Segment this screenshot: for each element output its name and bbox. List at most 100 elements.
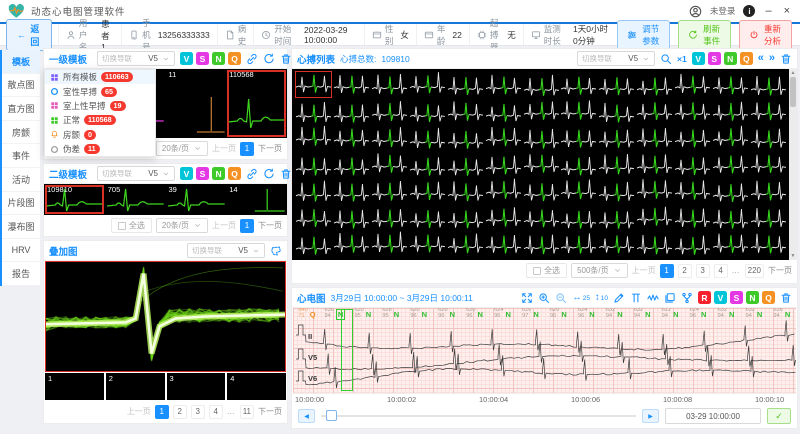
beat-thumbnail[interactable] <box>523 151 560 178</box>
beat-thumbnail[interactable] <box>712 98 749 125</box>
beat-thumbnail[interactable] <box>371 230 408 257</box>
template-thumbnail[interactable]: 705 <box>105 184 166 215</box>
beat-annotation[interactable]: 62496N <box>489 308 517 320</box>
template-thumbnail[interactable]: 11 <box>166 69 227 138</box>
beat-thumbnail[interactable] <box>447 71 484 98</box>
pencil-icon[interactable] <box>613 292 625 304</box>
beat-thumbnail[interactable] <box>636 204 673 231</box>
sidebar-item-模板[interactable]: 模板 <box>2 50 40 74</box>
page-button-11[interactable]: 11 <box>240 405 254 419</box>
jump-time-input[interactable] <box>665 408 761 424</box>
adjust-params-button[interactable]: 调节参数 <box>617 20 670 50</box>
close-button[interactable]: × <box>782 6 792 17</box>
beat-thumbnail[interactable] <box>636 177 673 204</box>
beat-thumbnail[interactable] <box>333 230 370 257</box>
beat-annotation[interactable]: 62095N <box>349 308 377 320</box>
page-button-3[interactable]: 3 <box>191 405 205 419</box>
beat-thumbnail[interactable] <box>674 177 711 204</box>
type-q-button[interactable]: Q <box>228 52 241 65</box>
type-s-button[interactable]: S <box>730 291 743 304</box>
type-n-button[interactable]: N <box>212 167 225 180</box>
filter-menu-item[interactable]: 所有模板110663 <box>45 70 155 84</box>
beat-thumbnail[interactable] <box>409 151 446 178</box>
page-size-select[interactable]: 500条/页 <box>571 263 628 278</box>
template-thumbnail[interactable]: 39 <box>166 184 227 215</box>
next-page-button[interactable]: 下一页 <box>768 265 792 276</box>
beat-annotation[interactable]: 63294N <box>628 308 656 320</box>
link-icon[interactable] <box>246 53 258 65</box>
reanalyze-button[interactable]: 重新分析 <box>739 20 792 50</box>
beat-thumbnail[interactable] <box>485 177 522 204</box>
sidebar-item-HRV[interactable]: HRV <box>2 239 40 263</box>
beat-thumbnail[interactable] <box>750 151 787 178</box>
beat-thumbnail[interactable] <box>295 124 332 151</box>
page-right-icon[interactable]: » <box>769 53 775 64</box>
prev-page-button[interactable]: 上一页 <box>212 143 236 154</box>
beat-thumbnail[interactable] <box>523 230 560 257</box>
v-scale-control[interactable]: ↕10 <box>595 293 608 303</box>
beat-thumbnail[interactable] <box>295 71 332 98</box>
type-s-button[interactable]: S <box>196 52 209 65</box>
beat-thumbnail[interactable] <box>560 151 597 178</box>
filter-menu-item[interactable]: 正常110568 <box>45 113 155 127</box>
beat-thumbnail[interactable] <box>750 230 787 257</box>
overlay-group-4[interactable]: 4 <box>227 373 286 400</box>
beat-thumbnail[interactable] <box>485 151 522 178</box>
beat-thumbnail[interactable] <box>674 98 711 125</box>
beat-annotation[interactable]: 62496N <box>684 308 712 320</box>
beat-thumbnail[interactable] <box>409 230 446 257</box>
sidebar-item-散点图[interactable]: 散点图 <box>2 74 40 98</box>
select-all-checkbox[interactable] <box>118 222 126 230</box>
zoom-out-icon[interactable] <box>555 292 567 304</box>
filter-menu-item[interactable]: 室性早搏65 <box>45 84 155 98</box>
filter-menu-item[interactable]: 伪差11 <box>45 142 155 156</box>
page-size-select[interactable]: 20条/页 <box>156 141 208 156</box>
page-button-3[interactable]: 3 <box>696 264 710 278</box>
beat-annotation[interactable]: 62496N <box>572 308 600 320</box>
beat-thumbnail[interactable] <box>560 98 597 125</box>
sidebar-item-报告[interactable]: 报告 <box>2 262 40 286</box>
type-r-button[interactable]: R <box>698 291 711 304</box>
next-page-button[interactable]: 下一页 <box>258 220 282 231</box>
time-slider[interactable] <box>321 409 636 423</box>
sidebar-item-活动[interactable]: 活动 <box>2 168 40 192</box>
beat-thumbnail[interactable] <box>371 151 408 178</box>
beat-thumbnail[interactable] <box>598 151 635 178</box>
type-q-button[interactable]: Q <box>762 291 775 304</box>
beat-thumbnail[interactable] <box>333 204 370 231</box>
caliper-icon[interactable] <box>630 292 642 304</box>
beat-thumbnail[interactable] <box>485 71 522 98</box>
beat-annotation[interactable]: 61697N <box>517 308 545 320</box>
beat-thumbnail[interactable] <box>447 204 484 231</box>
beat-thumbnail[interactable] <box>409 124 446 151</box>
refresh-icon[interactable] <box>263 168 275 180</box>
beat-thumbnail[interactable] <box>447 151 484 178</box>
scrollbar-thumb[interactable] <box>790 77 796 107</box>
select-all-checkbox[interactable] <box>533 267 541 275</box>
branch-icon[interactable] <box>681 292 693 304</box>
beat-thumbnail[interactable] <box>371 177 408 204</box>
refresh-events-button[interactable]: 刷新事件 <box>678 20 731 50</box>
beat-thumbnail[interactable] <box>560 71 597 98</box>
lasso-icon[interactable] <box>270 245 282 257</box>
info-icon[interactable]: i <box>743 5 755 17</box>
next-page-button[interactable]: 下一页 <box>258 143 282 154</box>
prev-page-button[interactable]: 上一页 <box>212 220 236 231</box>
type-q-button[interactable]: Q <box>228 167 241 180</box>
beat-thumbnail[interactable] <box>750 177 787 204</box>
beat-thumbnail[interactable] <box>674 124 711 151</box>
trash-icon[interactable] <box>780 53 792 65</box>
scroll-up-icon[interactable]: ▲ <box>789 69 797 77</box>
beat-thumbnail[interactable] <box>447 98 484 125</box>
page-button-2[interactable]: 2 <box>678 264 692 278</box>
page-button-2[interactable]: 2 <box>173 405 187 419</box>
page-button-4[interactable]: 4 <box>209 405 223 419</box>
beat-thumbnail[interactable] <box>485 204 522 231</box>
beat-thumbnail[interactable] <box>409 204 446 231</box>
wave-icon[interactable] <box>647 292 659 304</box>
beat-thumbnail[interactable] <box>447 177 484 204</box>
overlay-group-1[interactable]: 1 <box>45 373 104 400</box>
beat-thumbnail[interactable] <box>371 98 408 125</box>
page-button-1[interactable]: 1 <box>155 405 169 419</box>
expand-icon[interactable] <box>521 292 533 304</box>
